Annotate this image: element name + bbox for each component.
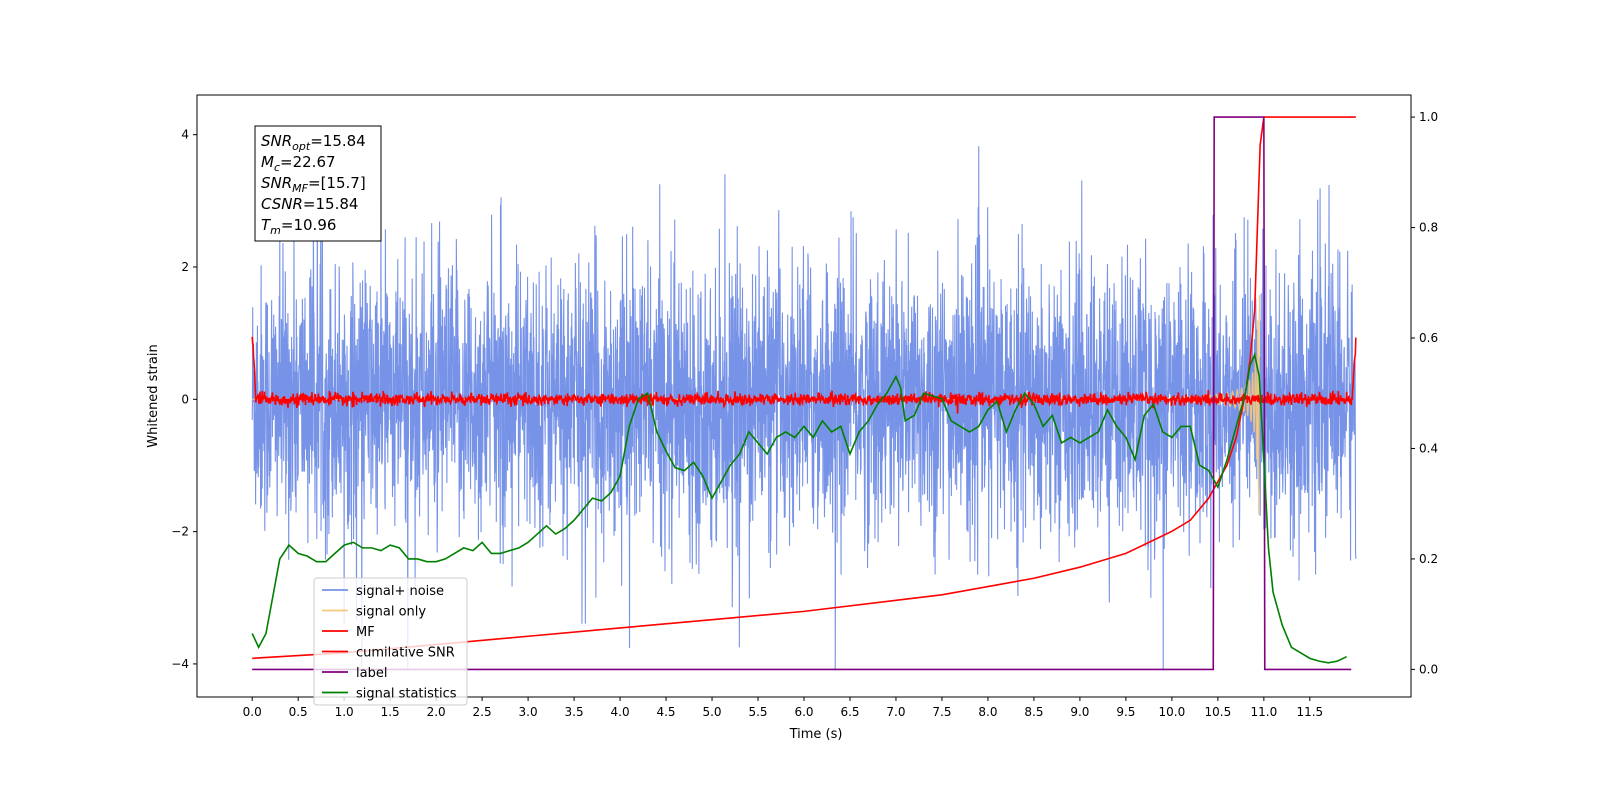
y-left-tick-label: −2 [171, 525, 189, 539]
plot-area [251, 116, 1357, 671]
legend-label: signal statistics [356, 687, 457, 702]
y-left-tick-label: 0 [181, 392, 189, 406]
y-left-tick-label: 2 [181, 260, 189, 274]
x-tick-label: 1.5 [381, 705, 400, 719]
x-tick-label: 8.5 [1024, 705, 1043, 719]
legend: signal+ noise signal only MF cumilative SNR… [313, 577, 468, 706]
legend-label: cumilative SNR [356, 646, 455, 661]
series-label [252, 116, 1352, 671]
x-tick-label: 10.0 [1159, 705, 1186, 719]
x-tick-label: 0.0 [243, 705, 262, 719]
x-tick-label: 3.0 [519, 705, 538, 719]
y-right-tick-label: 0.0 [1419, 662, 1438, 676]
series-signal-noise [251, 146, 1357, 671]
y-right-tick-label: 0.6 [1419, 331, 1438, 345]
info-line: Mc=22.67 [261, 153, 336, 174]
x-tick-label: 0.5 [289, 705, 308, 719]
info-box: SNRopt=15.84Mc=22.67SNRMF=[15.7]CSNR=15.… [254, 125, 382, 242]
x-tick-label: 2.0 [427, 705, 446, 719]
legend-label: label [356, 666, 387, 681]
legend-box [313, 577, 468, 706]
info-line: Tm=10.96 [261, 216, 336, 237]
x-tick-label: 5.0 [702, 705, 721, 719]
x-tick-label: 10.5 [1205, 705, 1232, 719]
x-tick-label: 9.5 [1116, 705, 1135, 719]
series-mf [251, 336, 1357, 414]
x-tick-label: 11.0 [1250, 705, 1277, 719]
y-left-tick-label: 4 [181, 128, 189, 142]
legend-label: MF [356, 625, 375, 640]
x-tick-label: 4.0 [611, 705, 630, 719]
x-tick-label: 6.5 [840, 705, 859, 719]
y-left-tick-label: −4 [171, 657, 189, 671]
y-right-tick-label: 0.2 [1419, 552, 1438, 566]
y-axis-label: Whitened strain [146, 344, 161, 447]
x-tick-label: 11.5 [1296, 705, 1323, 719]
legend-label: signal+ noise [356, 584, 444, 599]
x-tick-label: 9.0 [1070, 705, 1089, 719]
y-right-tick-label: 1.0 [1419, 110, 1438, 124]
x-tick-label: 1.0 [335, 705, 354, 719]
x-tick-label: 7.5 [932, 705, 951, 719]
x-tick-label: 6.0 [794, 705, 813, 719]
info-line: CSNR=15.84 [261, 195, 358, 213]
x-tick-label: 2.5 [473, 705, 492, 719]
x-axis-label: Time (s) [789, 727, 843, 742]
legend-label: signal only [356, 605, 426, 620]
info-line: SNRopt=15.84 [261, 132, 366, 153]
series-signal-statistics [251, 351, 1347, 664]
x-tick-label: 3.5 [565, 705, 584, 719]
y-right-tick-label: 0.8 [1419, 221, 1438, 235]
series-cumilative-snr [252, 116, 1356, 660]
x-tick-label: 7.0 [886, 705, 905, 719]
x-tick-label: 8.0 [978, 705, 997, 719]
y-right-tick-label: 0.4 [1419, 441, 1438, 455]
info-box-frame [254, 125, 382, 242]
axes: 0.0 0.5 1.0 1.5 2.0 2.5 3.0 3.5 4.0 4.5 5.0 5.5 6.0 6… [146, 94, 1438, 742]
x-tick-label: 4.5 [656, 705, 675, 719]
info-line: SNRMF=[15.7] [261, 174, 366, 195]
x-tick-label: 5.5 [748, 705, 767, 719]
